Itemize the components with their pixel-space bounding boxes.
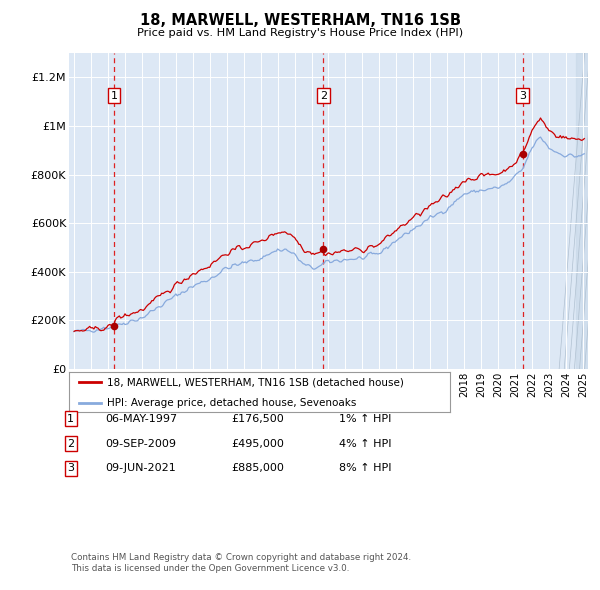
Text: 1: 1 <box>110 91 118 101</box>
Text: 09-JUN-2021: 09-JUN-2021 <box>105 464 176 473</box>
Text: HPI: Average price, detached house, Sevenoaks: HPI: Average price, detached house, Seve… <box>107 398 356 408</box>
Text: 2: 2 <box>320 91 327 101</box>
Text: This data is licensed under the Open Government Licence v3.0.: This data is licensed under the Open Gov… <box>71 565 349 573</box>
Text: 18, MARWELL, WESTERHAM, TN16 1SB: 18, MARWELL, WESTERHAM, TN16 1SB <box>139 13 461 28</box>
Text: 2: 2 <box>67 439 74 448</box>
Bar <box>576 53 600 369</box>
Text: 4% ↑ HPI: 4% ↑ HPI <box>339 439 391 448</box>
Text: 8% ↑ HPI: 8% ↑ HPI <box>339 464 391 473</box>
Text: 09-SEP-2009: 09-SEP-2009 <box>105 439 176 448</box>
Text: Contains HM Land Registry data © Crown copyright and database right 2024.: Contains HM Land Registry data © Crown c… <box>71 553 411 562</box>
Text: £176,500: £176,500 <box>231 414 284 424</box>
Text: £885,000: £885,000 <box>231 464 284 473</box>
Text: 18, MARWELL, WESTERHAM, TN16 1SB (detached house): 18, MARWELL, WESTERHAM, TN16 1SB (detach… <box>107 377 404 387</box>
Text: Price paid vs. HM Land Registry's House Price Index (HPI): Price paid vs. HM Land Registry's House … <box>137 28 463 38</box>
Text: 3: 3 <box>519 91 526 101</box>
Text: £495,000: £495,000 <box>231 439 284 448</box>
Text: 1% ↑ HPI: 1% ↑ HPI <box>339 414 391 424</box>
Text: 1: 1 <box>67 414 74 424</box>
Text: 3: 3 <box>67 464 74 473</box>
Text: 06-MAY-1997: 06-MAY-1997 <box>105 414 177 424</box>
